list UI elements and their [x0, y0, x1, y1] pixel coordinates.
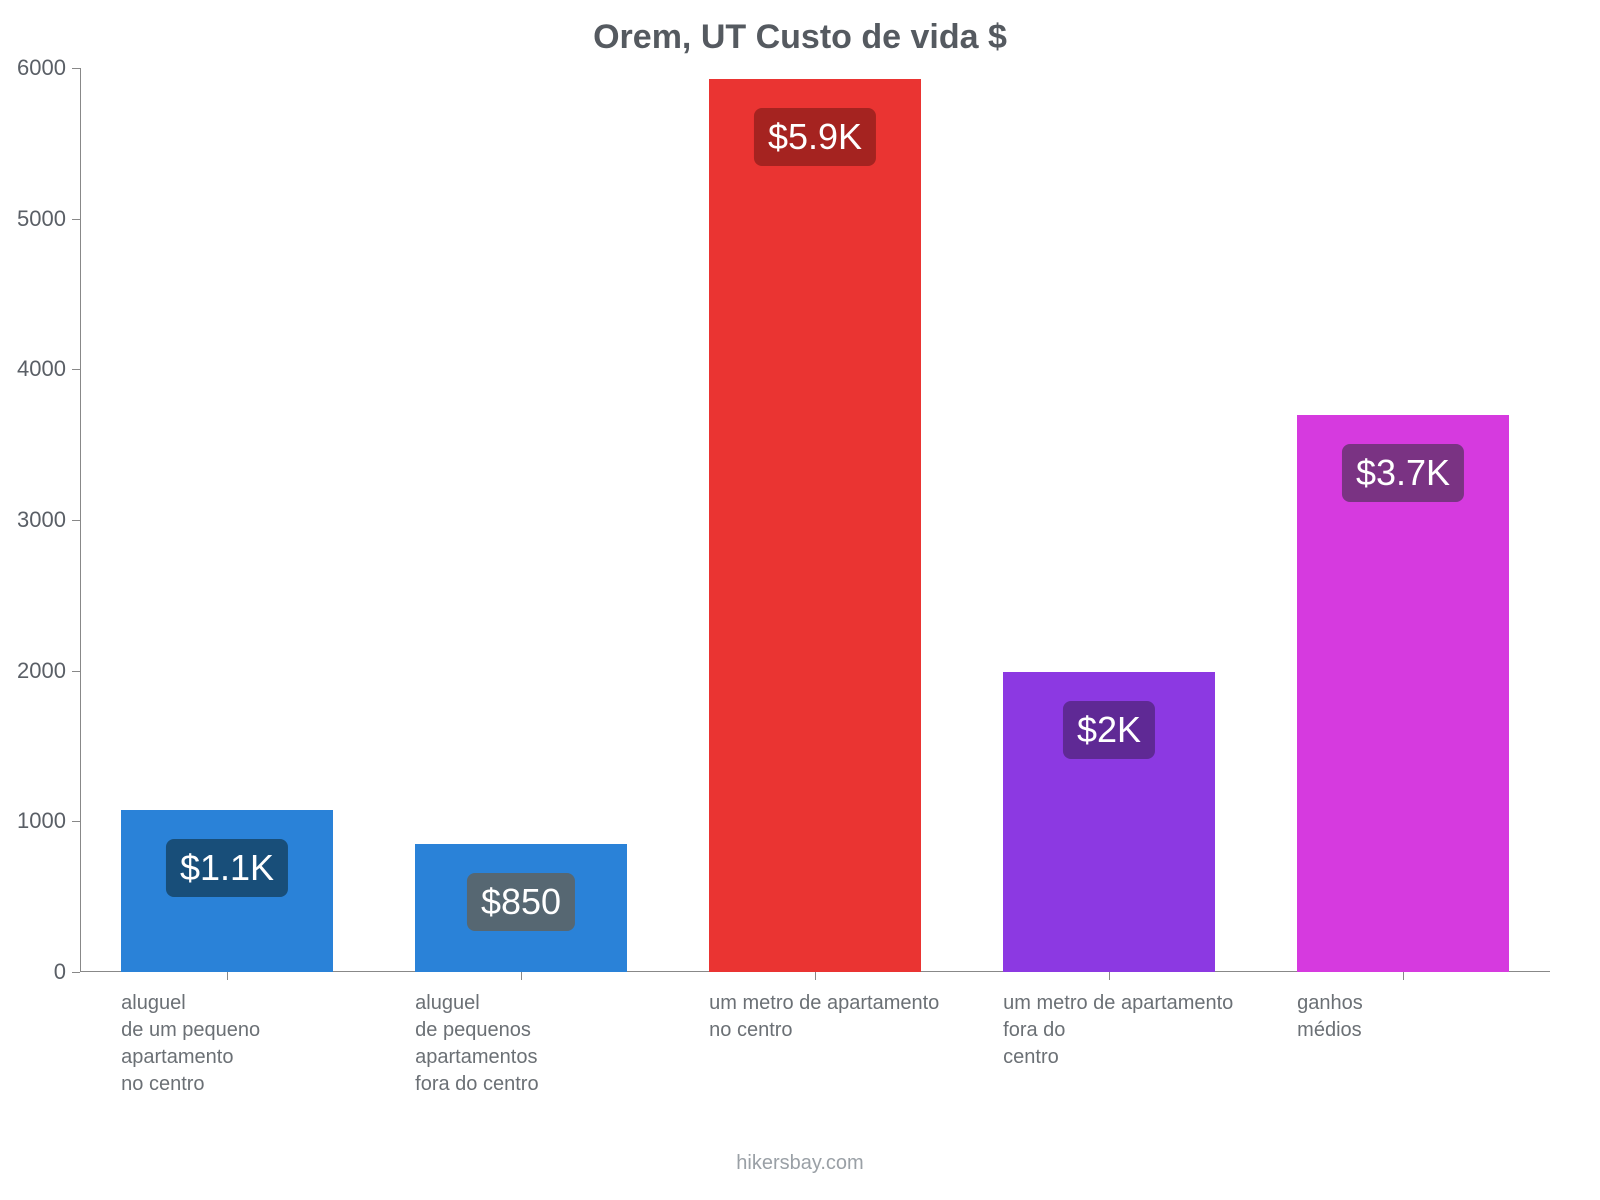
plot-area: 0100020003000400050006000aluguel de um p…	[80, 68, 1550, 972]
value-badge: $1.1K	[166, 839, 288, 897]
chart-title: Orem, UT Custo de vida $	[0, 18, 1600, 57]
value-badge: $5.9K	[754, 108, 876, 166]
category-label: um metro de apartamento no centro	[709, 990, 939, 1044]
y-tick-label: 3000	[0, 507, 66, 533]
category-label: aluguel de pequenos apartamentos fora do…	[415, 990, 538, 1098]
chart-footer: hikersbay.com	[0, 1152, 1600, 1175]
category-label: um metro de apartamento fora do centro	[1003, 990, 1233, 1071]
x-tick-mark	[1109, 972, 1110, 980]
y-tick-mark	[72, 520, 80, 521]
y-tick-label: 1000	[0, 808, 66, 834]
y-tick-mark	[72, 972, 80, 973]
y-tick-label: 2000	[0, 658, 66, 684]
y-tick-label: 4000	[0, 356, 66, 382]
x-tick-mark	[521, 972, 522, 980]
x-tick-mark	[1403, 972, 1404, 980]
y-tick-mark	[72, 219, 80, 220]
value-badge: $2K	[1063, 701, 1155, 759]
category-label: ganhos médios	[1297, 990, 1363, 1044]
bar	[709, 79, 921, 972]
y-tick-mark	[72, 68, 80, 69]
y-axis-line	[80, 68, 81, 972]
y-tick-label: 6000	[0, 55, 66, 81]
x-tick-mark	[815, 972, 816, 980]
category-label: aluguel de um pequeno apartamento no cen…	[121, 990, 260, 1098]
value-badge: $850	[467, 873, 575, 931]
y-tick-label: 5000	[0, 206, 66, 232]
y-tick-mark	[72, 369, 80, 370]
x-tick-mark	[227, 972, 228, 980]
value-badge: $3.7K	[1342, 444, 1464, 502]
y-tick-mark	[72, 821, 80, 822]
y-tick-label: 0	[0, 959, 66, 985]
chart-container: Orem, UT Custo de vida $ 010002000300040…	[0, 0, 1600, 1200]
y-tick-mark	[72, 671, 80, 672]
